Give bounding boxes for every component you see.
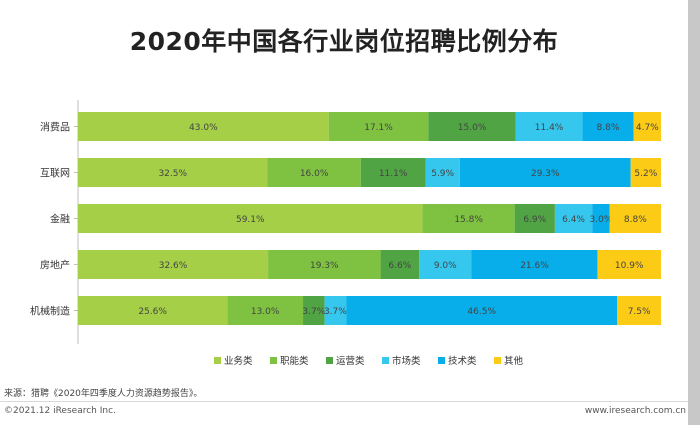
source-note: 来源：猎聘《2020年四季度人力资源趋势报告》。 — [4, 389, 203, 399]
data-label: 6.9% — [523, 215, 546, 225]
legend-swatch — [214, 357, 221, 364]
category-label: 房地产 — [40, 259, 70, 272]
data-label: 3.7% — [302, 307, 325, 317]
data-label: 15.8% — [454, 215, 483, 225]
bar-segment — [633, 112, 661, 141]
bar-segment — [514, 204, 555, 233]
legend-swatch — [438, 357, 445, 364]
data-label: 3.7% — [324, 307, 347, 317]
bar-segment — [324, 296, 347, 325]
data-label: 59.1% — [236, 215, 265, 225]
category-label: 金融 — [50, 213, 70, 226]
bar-segment — [346, 296, 618, 325]
data-label: 16.0% — [300, 169, 329, 179]
bar-segment — [303, 296, 325, 325]
bar-segment — [78, 112, 329, 141]
data-label: 5.2% — [634, 169, 657, 179]
footer-divider — [0, 401, 688, 402]
data-label: 17.1% — [364, 123, 393, 133]
data-label: 21.6% — [520, 261, 549, 271]
bar-segment — [422, 204, 515, 233]
bar-segment — [227, 296, 304, 325]
data-label: 8.8% — [597, 123, 620, 133]
data-label: 19.3% — [310, 261, 339, 271]
bar-segment — [78, 158, 268, 187]
data-label: 25.6% — [138, 307, 167, 317]
bar-segment — [419, 250, 472, 279]
legend-swatch — [326, 357, 333, 364]
bar-segment — [459, 158, 631, 187]
bar-segment — [630, 158, 661, 187]
bar-segment — [328, 112, 429, 141]
data-label: 5.9% — [431, 169, 454, 179]
bar-segment — [360, 158, 426, 187]
chart-title: 2020年中国各行业岗位招聘比例分布 — [129, 27, 559, 56]
data-label: 10.9% — [615, 261, 644, 271]
bar-segment — [78, 204, 423, 233]
data-label: 11.1% — [379, 169, 408, 179]
category-label: 机械制造 — [30, 305, 70, 318]
bar-segment — [78, 250, 269, 279]
website-text: www.iresearch.com.cn — [584, 406, 686, 416]
legend-label: 职能类 — [280, 355, 309, 367]
data-label: 6.4% — [562, 215, 585, 225]
data-label: 6.6% — [388, 261, 411, 271]
category-label: 互联网 — [40, 168, 70, 180]
bar-segment — [267, 158, 361, 187]
data-label: 46.5% — [467, 307, 496, 317]
legend-label: 技术类 — [448, 355, 477, 367]
data-label: 4.7% — [636, 123, 659, 133]
legend-label: 运营类 — [336, 355, 365, 367]
category-label: 消费品 — [40, 121, 70, 134]
bar-segment — [554, 204, 593, 233]
bar-segment — [582, 112, 634, 141]
legend-label: 业务类 — [224, 355, 253, 367]
bar-segment — [592, 204, 610, 233]
data-label: 8.8% — [624, 215, 647, 225]
data-label: 32.5% — [158, 169, 187, 179]
legend-label: 市场类 — [392, 355, 421, 367]
bar-segment — [597, 250, 661, 279]
legend-swatch — [494, 357, 501, 364]
legend-label: 其他 — [504, 355, 524, 367]
data-label: 43.0% — [189, 123, 218, 133]
data-label: 11.4% — [535, 123, 564, 133]
data-label: 13.0% — [251, 307, 280, 317]
legend-swatch — [270, 357, 277, 364]
bar-segment — [380, 250, 420, 279]
data-label: 15.0% — [458, 123, 487, 133]
bar-segment — [268, 250, 381, 279]
bar-segment — [428, 112, 516, 141]
bar-segment — [609, 204, 661, 233]
data-label: 29.3% — [531, 169, 560, 179]
bar-segment — [78, 296, 228, 325]
data-label: 32.6% — [159, 261, 188, 271]
copyright-text: ©2021.12 iResearch Inc. — [4, 406, 116, 416]
data-label: 9.0% — [434, 261, 457, 271]
scrollbar-strip — [688, 0, 700, 425]
bar-segment — [425, 158, 460, 187]
data-label: 3.0% — [590, 215, 613, 225]
bar-segment — [617, 296, 661, 325]
data-label: 7.5% — [628, 307, 651, 317]
legend-swatch — [382, 357, 389, 364]
bar-segment — [471, 250, 598, 279]
bar-segment — [515, 112, 583, 141]
